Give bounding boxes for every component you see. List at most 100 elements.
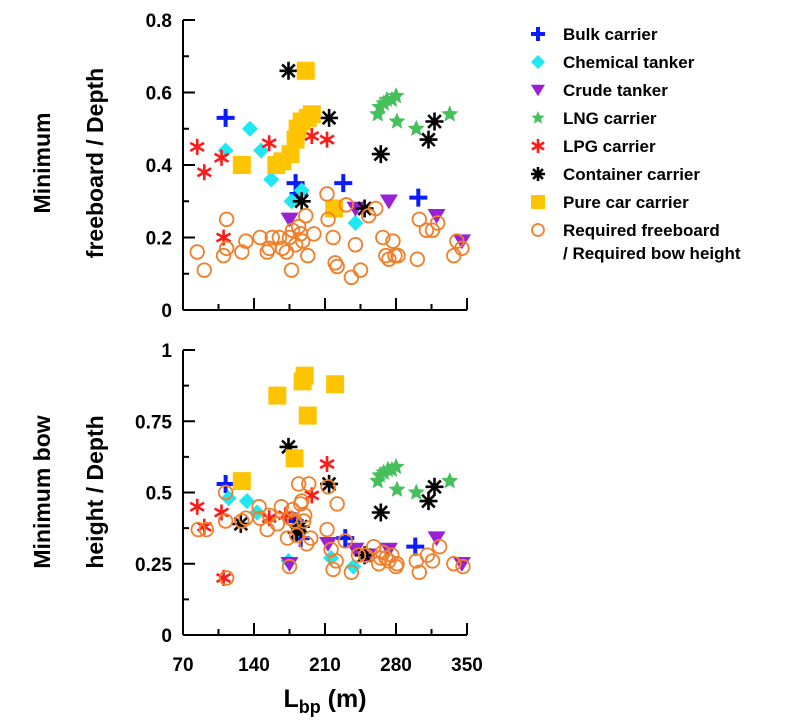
y-tick-label: 0.5 (146, 484, 173, 505)
diamond-data-point (263, 171, 280, 188)
circle-data-point (279, 530, 296, 546)
plus-data-point (334, 174, 353, 193)
legend-label: Crude tanker (563, 81, 668, 100)
circle-data-point (455, 558, 471, 575)
circle-data-point (261, 507, 277, 524)
circle-data-point (329, 496, 345, 512)
circle-data-point (252, 229, 268, 246)
circle-data-point (273, 499, 290, 515)
circle-data-point (320, 479, 336, 495)
triangle-down-data-point (319, 537, 338, 552)
circle-data-point (431, 538, 448, 555)
legend: Bulk carrier Chemical tanker Crude tanker L… (531, 25, 741, 263)
asterisk-data-point (319, 456, 335, 472)
legend-label: Chemical tanker (563, 53, 695, 72)
asterisk8-data-point (355, 199, 374, 218)
circle-data-point (218, 570, 235, 586)
plus-data-point (216, 474, 235, 493)
star-data-point (387, 87, 405, 104)
circle-data-point (218, 240, 235, 257)
circle-data-point (409, 251, 426, 267)
asterisk8-data-point (419, 130, 438, 149)
y-tick-label: 0 (161, 626, 172, 647)
bow-height-panel: 0 0.25 0.5 0.75 1 70 140 210 280 350 Minimum bow… (29, 341, 483, 717)
circle-data-point (218, 211, 235, 228)
circle-data-point (288, 527, 305, 543)
star-data-point (441, 105, 459, 122)
diamond-data-point (283, 193, 300, 210)
y-tick-label: 0.75 (135, 412, 172, 433)
circle-data-point (290, 218, 307, 235)
y-tick-label: 0.2 (146, 229, 172, 250)
triangle-down-data-point (280, 212, 299, 228)
diamond-data-point (241, 120, 258, 137)
square-data-point (281, 145, 300, 164)
legend-label: Container carrier (563, 165, 700, 184)
legend-marker (531, 223, 545, 237)
star-data-point (407, 119, 425, 136)
freeboard-y-tick-labels: 0 0.2 0.4 0.6 0.8 (146, 11, 173, 322)
circle-data-point (411, 211, 428, 228)
square-data-point (302, 105, 321, 124)
square-data-point (296, 61, 315, 80)
asterisk-data-point (304, 128, 320, 144)
circle-data-point (343, 564, 360, 581)
y-tick-label: 0.8 (146, 11, 172, 32)
square-data-point (232, 156, 251, 174)
bow-height-axes (182, 349, 468, 636)
circle-data-point (283, 262, 300, 278)
x-tick-label: 140 (238, 655, 270, 676)
star-data-point (387, 457, 405, 475)
legend-item: Crude tanker (531, 81, 668, 100)
square-data-point (268, 386, 287, 405)
circle-data-point (252, 510, 268, 526)
legend-item: Chemical tanker (531, 53, 695, 72)
circle-data-point (446, 247, 462, 264)
star-data-point (369, 105, 387, 122)
circle-data-point (320, 211, 336, 228)
x-label-tail: (m) (321, 685, 367, 713)
circle-data-point (378, 247, 394, 264)
legend-marker (531, 84, 545, 97)
legend-item: Required freeboard / Required bow height (531, 221, 741, 263)
star-data-point (371, 466, 389, 483)
legend-marker (531, 111, 545, 124)
asterisk8-data-point (419, 492, 438, 511)
circle-data-point (424, 553, 441, 569)
square-data-point (285, 449, 304, 468)
triangle-down-data-point (379, 194, 398, 210)
star-data-point (388, 112, 406, 129)
circle-data-point (290, 476, 307, 492)
diamond-data-point (293, 182, 310, 199)
asterisk8-data-point (292, 192, 311, 211)
circle-data-point (234, 513, 250, 529)
legend-item: Container carrier (531, 165, 700, 184)
circle-data-point (281, 558, 298, 575)
legend-item: LNG carrier (531, 109, 657, 128)
circle-data-point (306, 226, 322, 242)
circle-data-point (190, 521, 206, 538)
circle-data-point (411, 564, 428, 581)
plus-data-point (406, 537, 425, 556)
diamond-data-point (238, 493, 255, 510)
circle-data-point (303, 530, 319, 546)
circle-data-point (347, 237, 364, 253)
asterisk-data-point (213, 504, 230, 521)
circle-data-point (238, 233, 254, 249)
asterisk8-data-point (279, 61, 298, 80)
circle-data-point (269, 516, 286, 532)
circle-data-point (278, 244, 295, 260)
asterisk-data-point (319, 131, 335, 148)
legend-marker (531, 27, 545, 41)
x-tick-labels: 70 140 210 280 350 (172, 655, 482, 676)
star-data-point (441, 472, 459, 489)
circle-data-point (325, 561, 341, 578)
circle-data-point (385, 233, 401, 249)
bow-height-data-points (189, 366, 471, 586)
circle-data-point (454, 240, 470, 257)
circle-data-point (357, 547, 374, 563)
asterisk-data-point (213, 149, 230, 166)
legend-item: Bulk carrier (531, 25, 658, 44)
circle-data-point (259, 521, 275, 538)
